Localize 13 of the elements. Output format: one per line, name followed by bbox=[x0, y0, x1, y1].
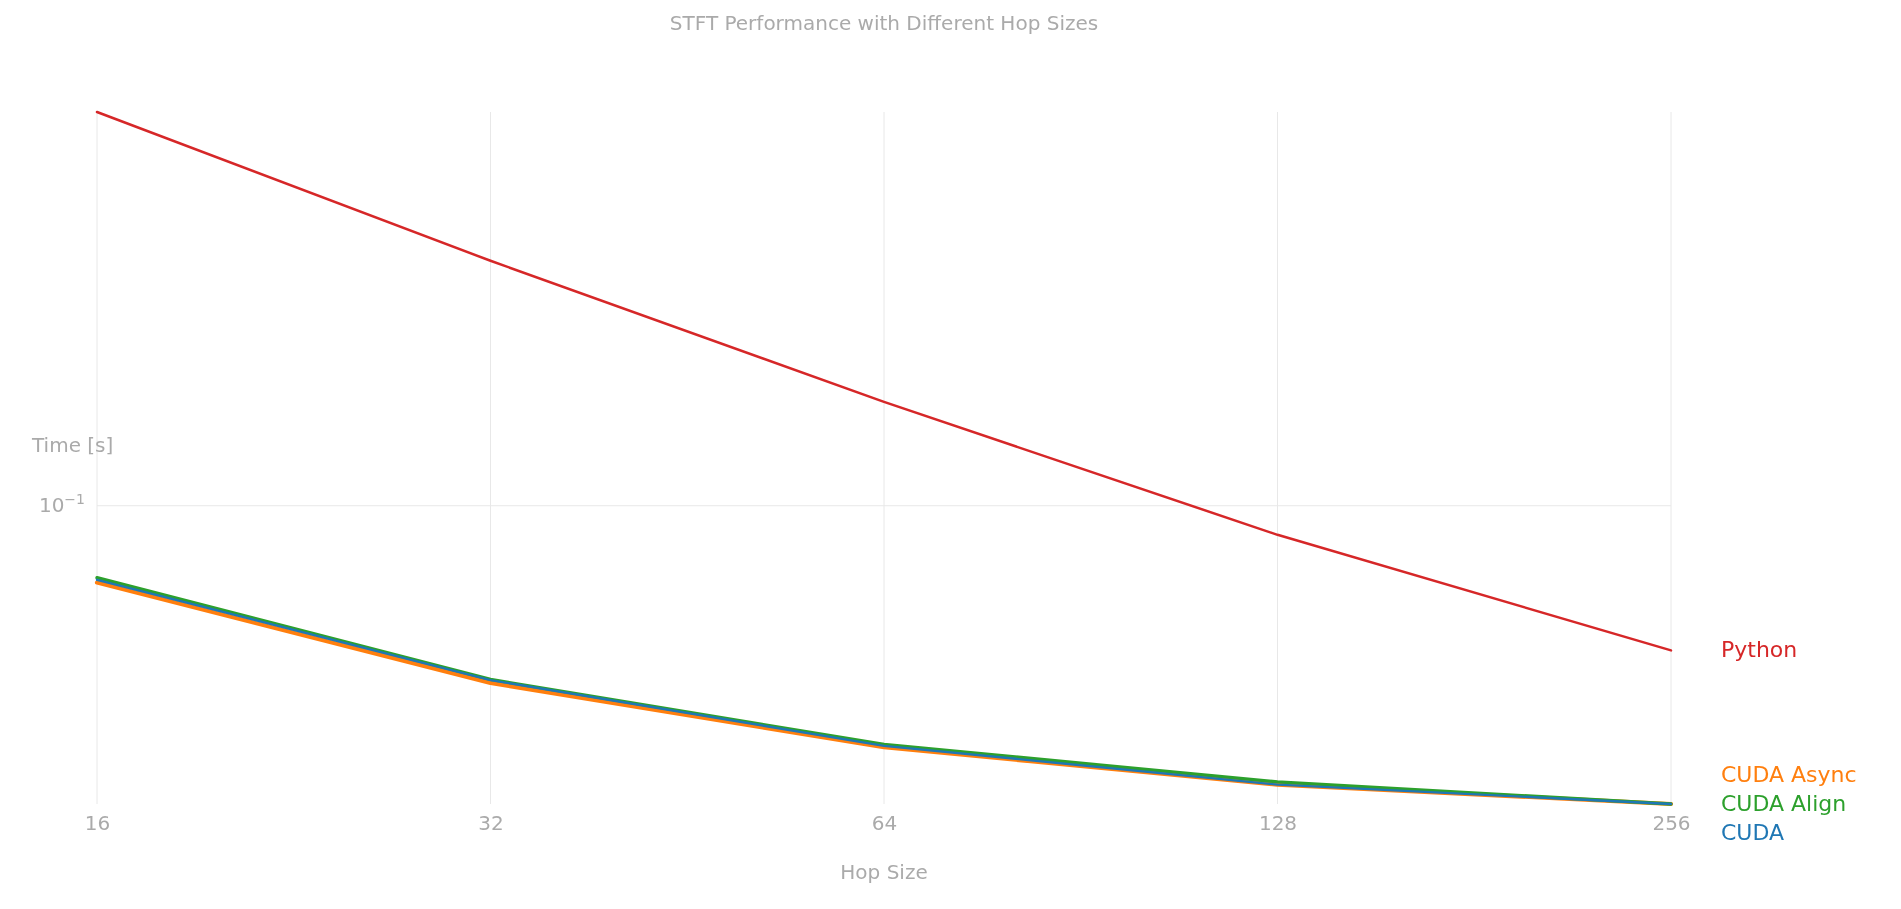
x-tick-label: 32 bbox=[478, 811, 504, 836]
y-axis-title: Time [s] bbox=[31, 433, 114, 457]
x-tick-label: 256 bbox=[1652, 811, 1691, 836]
x-tick-label: 128 bbox=[1258, 811, 1298, 836]
x-tick-label: 16 bbox=[84, 811, 111, 836]
chart-title: STFT Performance with Different Hop Sizes bbox=[669, 11, 1099, 35]
x-tick-label: 64 bbox=[871, 811, 898, 836]
ref-line-label: 10$^{−1}$ bbox=[38, 490, 85, 517]
x-axis-title: Hop Size bbox=[840, 860, 928, 884]
text: Python bbox=[1721, 637, 1798, 663]
text: CUDA Align bbox=[1721, 791, 1847, 816]
text: CUDA Async bbox=[1721, 762, 1857, 787]
text: CUDA bbox=[1721, 820, 1785, 845]
